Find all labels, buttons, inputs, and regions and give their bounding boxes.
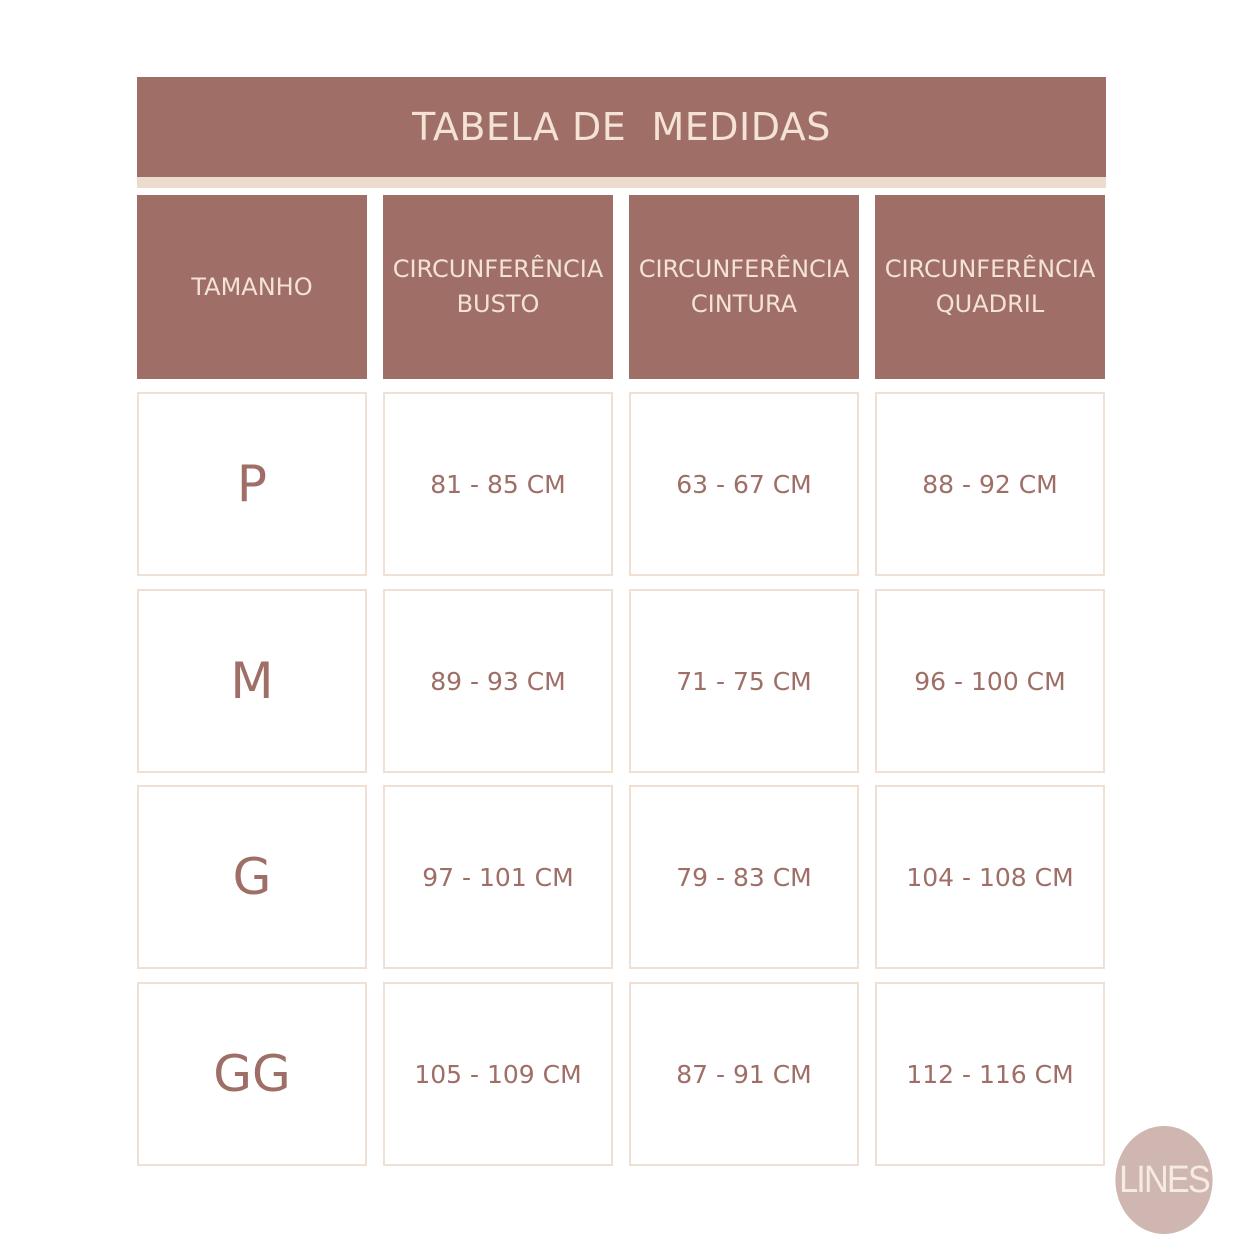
brand-logo: LINES bbox=[1115, 1126, 1213, 1234]
page-title: TABELA DE MEDIDAS bbox=[137, 77, 1106, 177]
measurement-cell: 96 - 100 CM bbox=[875, 589, 1105, 773]
measurement-cell: 79 - 83 CM bbox=[629, 785, 859, 969]
measurement-cell: 105 - 109 CM bbox=[383, 982, 613, 1166]
measurement-cell: 87 - 91 CM bbox=[629, 982, 859, 1166]
measurement-cell: 89 - 93 CM bbox=[383, 589, 613, 773]
column-header: CIRCUNFERÊNCIA CINTURA bbox=[629, 195, 859, 379]
measurement-cell: 104 - 108 CM bbox=[875, 785, 1105, 969]
measurement-cell: 88 - 92 CM bbox=[875, 392, 1105, 576]
size-label: P bbox=[137, 392, 367, 576]
measurement-cell: 63 - 67 CM bbox=[629, 392, 859, 576]
size-label: M bbox=[137, 589, 367, 773]
measurement-cell: 97 - 101 CM bbox=[383, 785, 613, 969]
measurement-cell: 81 - 85 CM bbox=[383, 392, 613, 576]
column-header: TAMANHO bbox=[137, 195, 367, 379]
title-underline bbox=[137, 177, 1106, 188]
size-label: GG bbox=[137, 982, 367, 1166]
column-header: CIRCUNFERÊNCIA QUADRIL bbox=[875, 195, 1105, 379]
measurement-cell: 71 - 75 CM bbox=[629, 589, 859, 773]
size-label: G bbox=[137, 785, 367, 969]
column-header: CIRCUNFERÊNCIA BUSTO bbox=[383, 195, 613, 379]
measurement-cell: 112 - 116 CM bbox=[875, 982, 1105, 1166]
